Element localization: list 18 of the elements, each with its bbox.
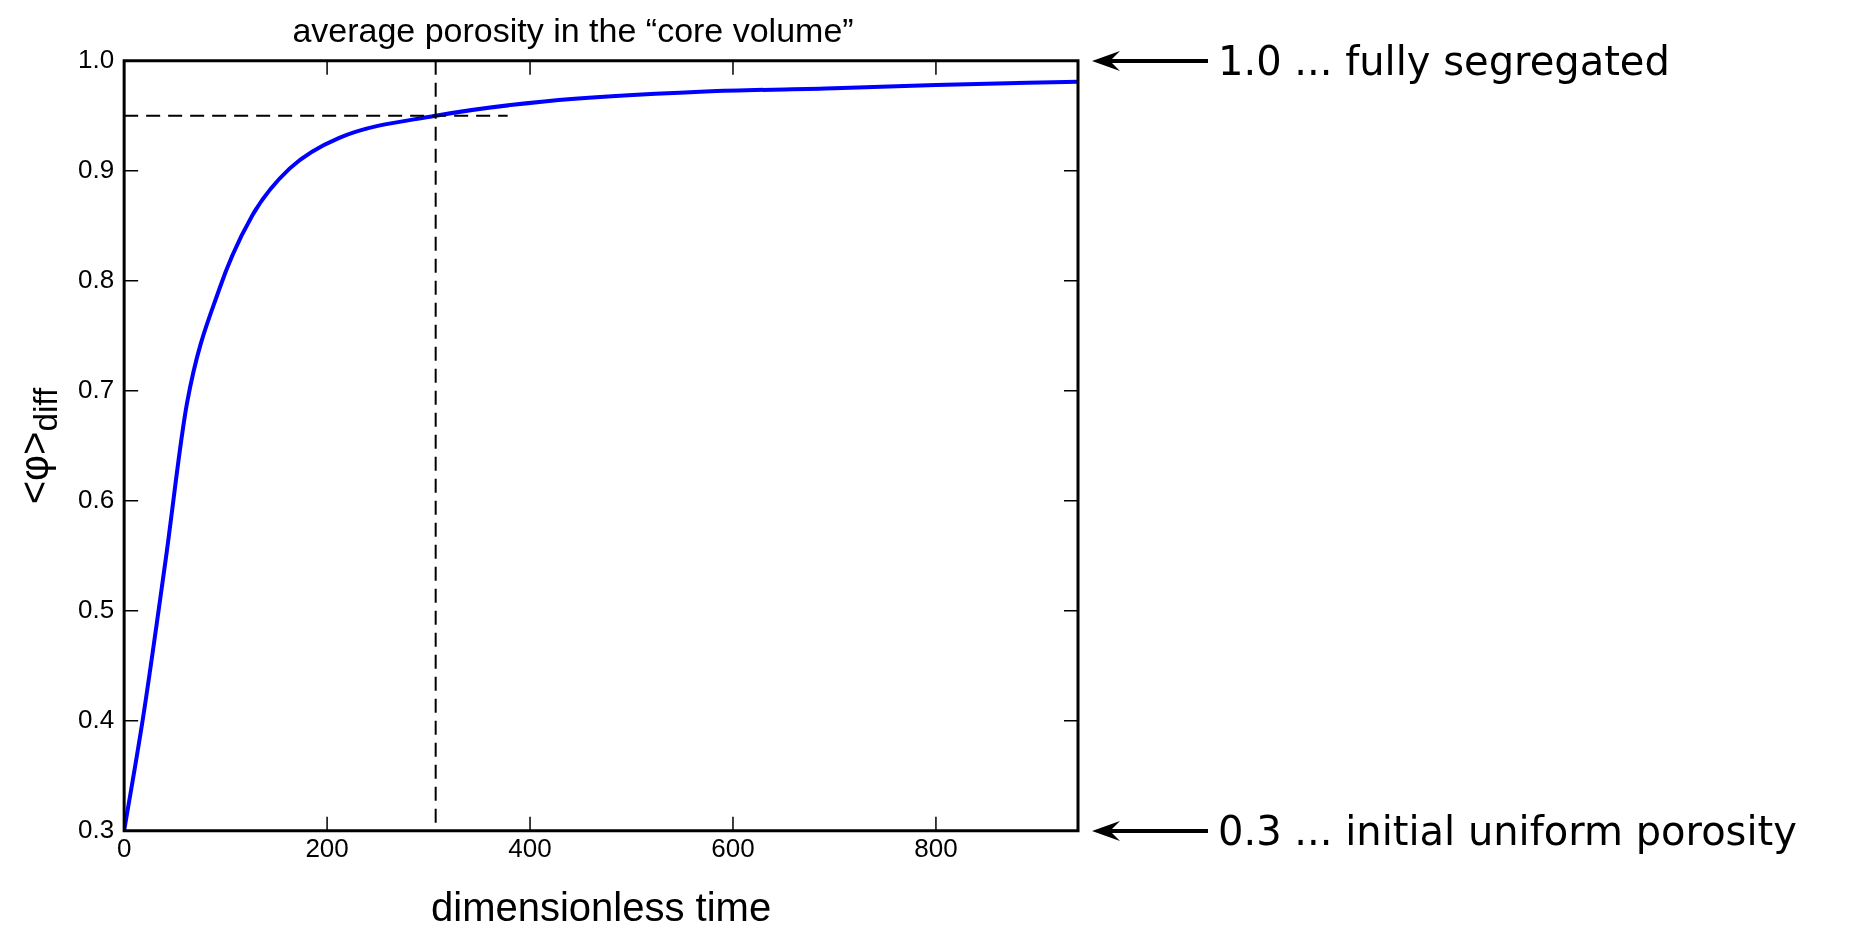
x-tick-label: 0 — [116, 832, 132, 863]
x-tick-label: 800 — [914, 832, 958, 863]
chart-title: average porosity in the “core volume” — [292, 10, 854, 49]
x-axis-title: dimensionless time — [431, 885, 772, 930]
text: 0.3 ... initial uniform porosity — [1218, 806, 1797, 856]
y-tick-label: 0.6 — [77, 483, 115, 514]
x-tick-label: 600 — [711, 832, 755, 863]
y-tick-label: 0.5 — [77, 593, 115, 624]
y-tick-label: 0.8 — [77, 263, 115, 294]
y-tick-label: 0.9 — [77, 153, 115, 184]
x-tick-label: 400 — [508, 832, 552, 863]
x-tick-label: 200 — [305, 832, 349, 863]
y-tick-label: 0.4 — [77, 703, 115, 734]
y-tick-label: 1.0 — [77, 43, 115, 74]
y-tick-label: 0.7 — [77, 373, 115, 404]
y-tick-label: 0.3 — [77, 813, 115, 844]
line-series — [124, 79, 1078, 831]
text: 1.0 ... fully segregated — [1218, 36, 1670, 86]
